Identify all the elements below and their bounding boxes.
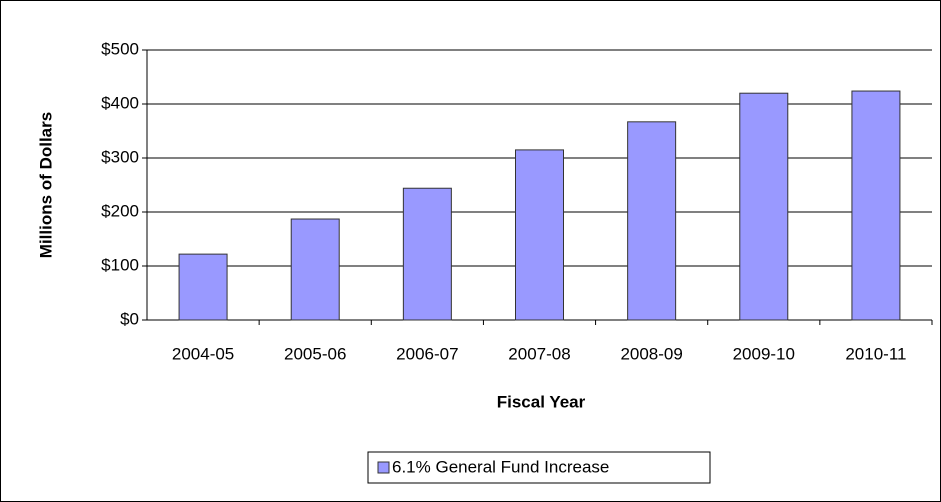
x-tick-label: 2009-10: [733, 344, 795, 363]
bar: [851, 90, 901, 321]
legend-swatch: [377, 461, 390, 474]
y-tick-label: $400: [101, 93, 139, 112]
y-tick-label: $0: [120, 309, 139, 328]
x-axis-title: Fiscal Year: [497, 392, 586, 411]
y-tick-label: $200: [101, 201, 139, 220]
x-tick-label: 2004-05: [172, 344, 234, 363]
bar: [515, 149, 564, 321]
x-tick-label: 2010-11: [845, 344, 906, 363]
x-tick-label: 2008-09: [620, 344, 682, 363]
x-tick-label: 2007-08: [508, 344, 570, 363]
bar: [178, 253, 228, 321]
bar: [402, 187, 452, 321]
bar: [739, 92, 789, 321]
x-tick-label: 2005-06: [284, 344, 346, 363]
bar: [627, 121, 677, 321]
y-tick-label: $300: [101, 147, 139, 166]
legend-label: 6.1% General Fund Increase: [392, 457, 609, 476]
bar: [290, 218, 340, 321]
y-tick-label: $100: [101, 255, 139, 274]
y-tick-label: $500: [101, 39, 139, 58]
legend-box: [367, 451, 711, 484]
x-tick-label: 2006-07: [396, 344, 458, 363]
y-axis-title: Millions of Dollars: [36, 112, 55, 258]
